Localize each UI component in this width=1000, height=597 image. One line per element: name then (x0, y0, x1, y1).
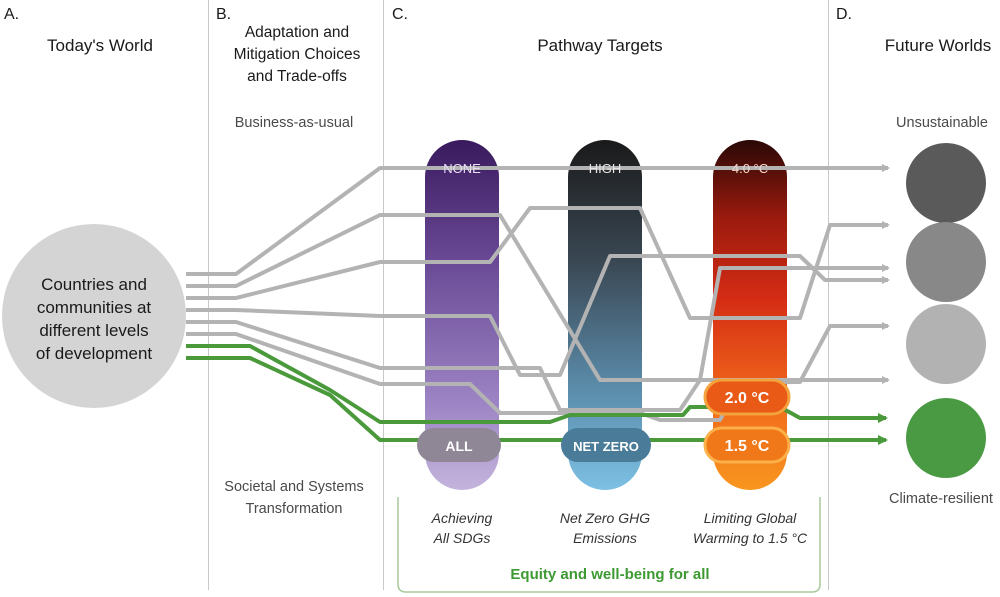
business-as-usual-label: Business-as-usual (234, 115, 354, 131)
warming-caption-line-1: Limiting Global (703, 510, 797, 526)
path-4 (186, 254, 890, 377)
section-a-title: Today's World (47, 36, 153, 55)
warming-top-label: 4.0 °C (732, 161, 768, 176)
sdg-top-label: NONE (443, 161, 481, 176)
section-c-title: Pathway Targets (537, 36, 663, 55)
section-c-letter: C. (392, 6, 408, 23)
ghg-top-label: HIGH (589, 161, 622, 176)
ghg-netzero-pill (561, 428, 651, 462)
ghg-bar (568, 140, 642, 490)
today-line-3: different levels (39, 321, 148, 340)
section-d-title: Future Worlds (884, 36, 992, 55)
sdg-all-pill (417, 428, 501, 462)
section-b-title: Adaptation and Mitigation Choices and Tr… (233, 24, 361, 85)
world-mid2-circle (906, 304, 986, 384)
section-b-letter: B. (216, 6, 232, 23)
ghg-caption-line-2: Emissions (573, 530, 637, 546)
today-line-4: of development (36, 344, 153, 363)
sdg-caption-line-1: Achieving (431, 510, 493, 526)
divider-a-b (208, 0, 209, 590)
path-5 (186, 320, 890, 412)
green-pathways (186, 344, 888, 445)
warming-mid-label: 2.0 °C (725, 390, 770, 407)
path-green-2 (186, 356, 888, 445)
divider-b-c (383, 0, 384, 590)
today-line-1: Countries and (41, 275, 147, 294)
sdg-caption-line-2: All SDGs (433, 530, 491, 546)
world-unsustainable-circle (906, 143, 986, 223)
today-world-circle (2, 224, 186, 408)
warming-caption-line-2: Warming to 1.5 °C (692, 530, 808, 546)
path-unsustainable (186, 164, 890, 276)
societal-transformation-line-2: Transformation (245, 501, 343, 517)
world-resilient-circle (906, 398, 986, 478)
section-a-letter: A. (4, 6, 20, 23)
warming-2-pill (703, 378, 791, 416)
today-circle-text: Countries and communities at different l… (36, 275, 153, 363)
ghg-bottom-label: NET ZERO (573, 439, 639, 454)
sdg-bottom-label: ALL (445, 438, 473, 454)
equity-bracket (397, 497, 821, 593)
equity-label: Equity and well-being for all (510, 566, 710, 583)
warming-15-pill (703, 426, 791, 464)
unsustainable-label: Unsustainable (896, 115, 988, 131)
section-d-letter: D. (836, 6, 852, 23)
path-2 (186, 213, 890, 382)
path-green-1 (186, 344, 888, 424)
warming-bottom-label: 1.5 °C (725, 438, 770, 455)
divider-c-d (828, 0, 829, 590)
world-mid1-circle (906, 222, 986, 302)
societal-transformation-line-1: Societal and Systems (224, 479, 364, 495)
ghg-caption-line-1: Net Zero GHG (559, 510, 651, 526)
climate-resilient-label: Climate-resilient (889, 491, 993, 507)
today-line-2: communities at (37, 298, 152, 317)
